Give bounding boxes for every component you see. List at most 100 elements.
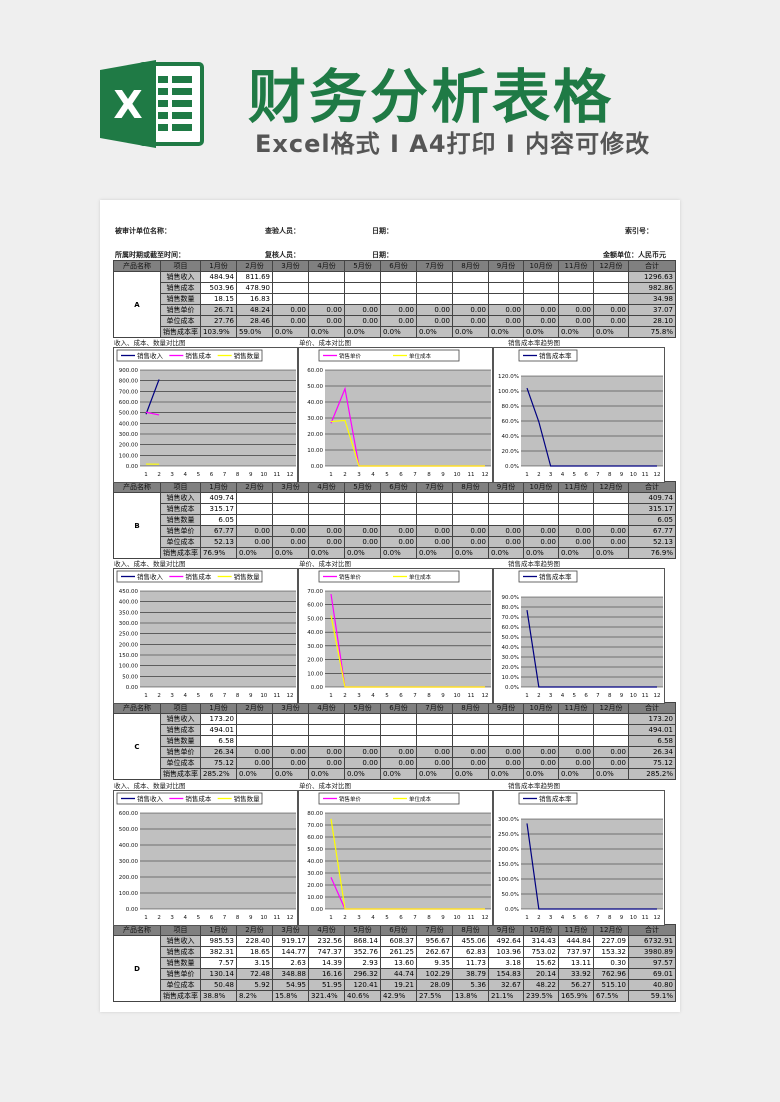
value-cell[interactable]: 13.60 (380, 957, 417, 969)
value-cell[interactable]: 811.69 (236, 271, 273, 283)
value-cell[interactable] (416, 271, 453, 283)
value-cell[interactable] (558, 735, 594, 747)
value-cell[interactable]: 13.11 (558, 957, 594, 969)
value-cell[interactable]: 11.73 (452, 957, 489, 969)
value-cell[interactable] (523, 514, 559, 526)
product-name-cell[interactable]: A (113, 271, 161, 338)
value-cell[interactable] (488, 713, 524, 725)
value-cell[interactable] (308, 293, 345, 305)
value-cell[interactable] (308, 735, 345, 747)
value-cell[interactable] (308, 503, 345, 515)
value-cell[interactable]: 103.96 (488, 946, 524, 958)
value-cell[interactable] (344, 724, 381, 736)
value-cell[interactable] (272, 271, 309, 283)
value-cell[interactable] (452, 713, 489, 725)
value-cell[interactable]: 409.74 (200, 492, 237, 504)
value-cell[interactable] (452, 735, 489, 747)
value-cell[interactable] (558, 724, 594, 736)
value-cell[interactable] (380, 713, 417, 725)
value-cell[interactable] (308, 282, 345, 294)
value-cell[interactable]: 262.67 (416, 946, 453, 958)
value-cell[interactable]: 18.65 (236, 946, 273, 958)
value-cell[interactable] (558, 514, 594, 526)
value-cell[interactable]: 478.90 (236, 282, 273, 294)
value-cell[interactable]: 153.32 (593, 946, 629, 958)
value-cell[interactable]: 352.76 (344, 946, 381, 958)
value-cell[interactable] (344, 282, 381, 294)
value-cell[interactable] (523, 271, 559, 283)
value-cell[interactable] (523, 492, 559, 504)
value-cell[interactable] (380, 492, 417, 504)
value-cell[interactable]: 444.84 (558, 935, 594, 947)
value-cell[interactable]: 227.09 (593, 935, 629, 947)
value-cell[interactable]: 16.83 (236, 293, 273, 305)
value-cell[interactable] (558, 713, 594, 725)
value-cell[interactable] (558, 503, 594, 515)
value-cell[interactable]: 956.67 (416, 935, 453, 947)
value-cell[interactable]: 9.35 (416, 957, 453, 969)
value-cell[interactable] (344, 735, 381, 747)
value-cell[interactable] (344, 503, 381, 515)
value-cell[interactable] (380, 282, 417, 294)
product-name-cell[interactable]: B (113, 492, 161, 559)
value-cell[interactable] (236, 503, 273, 515)
value-cell[interactable] (488, 282, 524, 294)
value-cell[interactable] (308, 271, 345, 283)
value-cell[interactable] (593, 271, 629, 283)
value-cell[interactable] (236, 492, 273, 504)
value-cell[interactable] (380, 724, 417, 736)
value-cell[interactable] (380, 271, 417, 283)
value-cell[interactable] (344, 293, 381, 305)
value-cell[interactable] (593, 492, 629, 504)
value-cell[interactable]: 737.97 (558, 946, 594, 958)
value-cell[interactable] (236, 724, 273, 736)
value-cell[interactable] (452, 271, 489, 283)
value-cell[interactable] (488, 271, 524, 283)
value-cell[interactable] (452, 282, 489, 294)
value-cell[interactable] (416, 735, 453, 747)
value-cell[interactable]: 2.93 (344, 957, 381, 969)
value-cell[interactable] (308, 492, 345, 504)
value-cell[interactable] (344, 713, 381, 725)
value-cell[interactable] (558, 492, 594, 504)
value-cell[interactable] (272, 724, 309, 736)
value-cell[interactable] (523, 503, 559, 515)
value-cell[interactable]: 503.96 (200, 282, 237, 294)
value-cell[interactable] (416, 492, 453, 504)
value-cell[interactable]: 3.18 (488, 957, 524, 969)
value-cell[interactable]: 15.62 (523, 957, 559, 969)
value-cell[interactable]: 314.43 (523, 935, 559, 947)
value-cell[interactable]: 7.57 (200, 957, 237, 969)
value-cell[interactable] (523, 735, 559, 747)
value-cell[interactable]: 228.40 (236, 935, 273, 947)
value-cell[interactable]: 14.39 (308, 957, 345, 969)
value-cell[interactable]: 868.14 (344, 935, 381, 947)
value-cell[interactable] (523, 713, 559, 725)
value-cell[interactable] (344, 271, 381, 283)
value-cell[interactable] (272, 735, 309, 747)
value-cell[interactable]: 494.01 (200, 724, 237, 736)
product-name-cell[interactable]: C (113, 713, 161, 780)
value-cell[interactable]: 261.25 (380, 946, 417, 958)
value-cell[interactable]: 6.05 (200, 514, 237, 526)
value-cell[interactable] (272, 282, 309, 294)
value-cell[interactable]: 608.37 (380, 935, 417, 947)
value-cell[interactable] (344, 492, 381, 504)
value-cell[interactable] (488, 503, 524, 515)
value-cell[interactable] (236, 735, 273, 747)
value-cell[interactable] (593, 724, 629, 736)
value-cell[interactable] (593, 282, 629, 294)
value-cell[interactable]: 753.02 (523, 946, 559, 958)
value-cell[interactable] (523, 724, 559, 736)
value-cell[interactable] (488, 293, 524, 305)
value-cell[interactable]: 0.30 (593, 957, 629, 969)
value-cell[interactable] (416, 713, 453, 725)
value-cell[interactable]: 455.06 (452, 935, 489, 947)
value-cell[interactable]: 2.63 (272, 957, 309, 969)
value-cell[interactable] (558, 271, 594, 283)
value-cell[interactable] (593, 503, 629, 515)
value-cell[interactable] (488, 724, 524, 736)
value-cell[interactable]: 173.20 (200, 713, 237, 725)
value-cell[interactable] (558, 282, 594, 294)
value-cell[interactable]: 492.64 (488, 935, 524, 947)
